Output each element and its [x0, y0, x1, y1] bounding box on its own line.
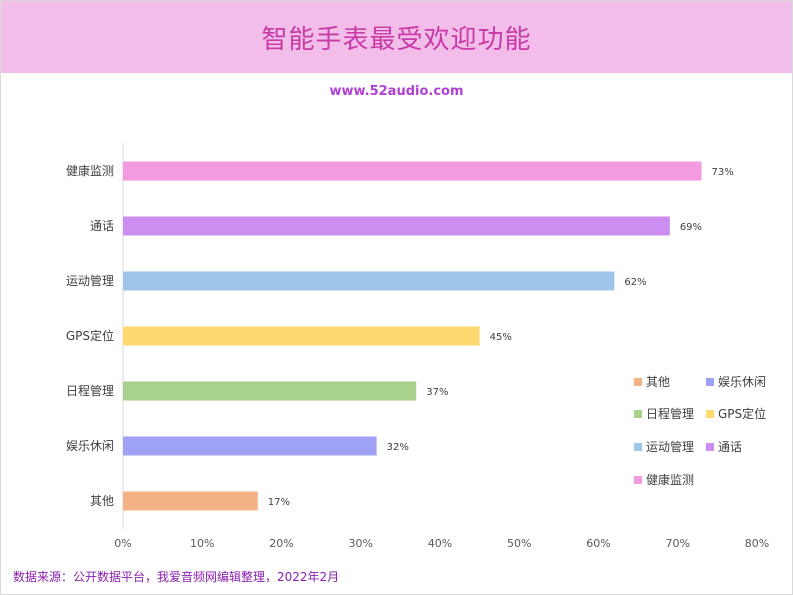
- value-label-3: 45%: [490, 332, 512, 343]
- value-label-0: 73%: [712, 167, 734, 178]
- x-tick-label-7: 70%: [666, 537, 690, 550]
- category-label-6: 其他: [90, 494, 114, 508]
- legend-swatch-6: [634, 476, 642, 484]
- category-label-3: GPS定位: [66, 328, 114, 343]
- bar-3: [123, 326, 480, 346]
- x-tick-label-6: 60%: [586, 537, 610, 550]
- legend-label-3: GPS定位: [718, 406, 766, 421]
- bar-6: [123, 491, 258, 511]
- legend-swatch-2: [634, 410, 642, 418]
- legend-label-5: 通话: [718, 440, 742, 454]
- value-label-6: 17%: [268, 497, 290, 508]
- legend-swatch-5: [706, 443, 714, 451]
- bar-2: [123, 271, 615, 291]
- x-tick-label-0: 0%: [114, 537, 131, 550]
- x-tick-label-2: 20%: [269, 537, 293, 550]
- x-tick-label-1: 10%: [190, 537, 214, 550]
- legend-label-6: 健康监测: [646, 472, 694, 487]
- bar-0: [123, 161, 702, 181]
- legend-label-1: 娱乐休闲: [718, 375, 766, 389]
- legend-swatch-4: [634, 443, 642, 451]
- source-note: 数据来源：公开数据平台，我爱音频网编辑整理，2022年2月: [13, 570, 340, 584]
- category-label-4: 日程管理: [66, 383, 114, 398]
- category-label-5: 娱乐休闲: [66, 439, 114, 453]
- legend-label-4: 运动管理: [646, 439, 694, 454]
- value-label-2: 62%: [624, 277, 646, 288]
- category-label-1: 通话: [90, 219, 114, 233]
- chart-title: 智能手表最受欢迎功能: [261, 25, 532, 55]
- bar-4: [123, 381, 417, 401]
- category-label-0: 健康监测: [66, 163, 114, 178]
- legend-swatch-0: [634, 378, 642, 386]
- category-label-2: 运动管理: [66, 273, 114, 288]
- x-tick-label-4: 40%: [428, 537, 452, 550]
- chart-subtitle: www.52audio.com: [329, 84, 464, 99]
- title-band: 智能手表最受欢迎功能: [1, 1, 792, 73]
- legend-swatch-1: [706, 378, 714, 386]
- legend-label-0: 其他: [646, 375, 670, 389]
- bar-1: [123, 216, 670, 236]
- legend-label-2: 日程管理: [646, 406, 694, 421]
- x-tick-label-3: 30%: [349, 537, 373, 550]
- value-label-4: 37%: [426, 387, 448, 398]
- value-label-1: 69%: [680, 222, 702, 233]
- value-label-5: 32%: [387, 442, 409, 453]
- bar-5: [123, 436, 377, 456]
- x-tick-label-8: 80%: [745, 537, 769, 550]
- legend-swatch-3: [706, 410, 714, 418]
- x-tick-label-5: 50%: [507, 537, 531, 550]
